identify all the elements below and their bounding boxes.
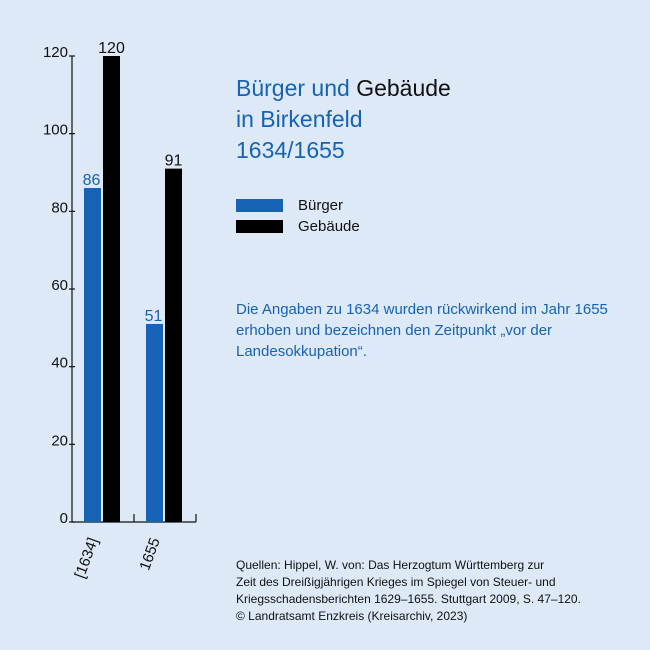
title-line-3: 1634/1655 bbox=[236, 137, 345, 163]
data-label: 91 bbox=[165, 153, 183, 170]
x-category-label: [1634] bbox=[72, 536, 102, 581]
legend-label-buerger: Bürger bbox=[298, 197, 344, 214]
legend: Bürger Gebäude bbox=[236, 195, 360, 237]
title-part-buerger: Bürger und bbox=[236, 75, 357, 101]
source-line: Zeit des Dreißigjährigen Krieges im Spie… bbox=[236, 575, 556, 589]
source-line: Quellen: Hippel, W. von: Das Herzogtum W… bbox=[236, 558, 545, 572]
legend-swatch-gebaeude bbox=[236, 220, 283, 233]
y-tick-label: 100 bbox=[43, 122, 68, 139]
y-tick-label: 20 bbox=[51, 432, 68, 449]
bar-buerger bbox=[84, 188, 101, 523]
legend-label-gebaeude: Gebäude bbox=[298, 218, 360, 235]
y-tick-label: 120 bbox=[43, 44, 68, 61]
sources: Quellen: Hippel, W. von: Das Herzogtum W… bbox=[236, 557, 636, 625]
bar-gebaeude bbox=[165, 168, 182, 522]
y-tick-label: 60 bbox=[51, 277, 68, 294]
bar-buerger bbox=[146, 323, 163, 522]
legend-swatch-buerger bbox=[236, 199, 283, 212]
data-label: 120 bbox=[98, 40, 125, 57]
y-tick-label: 80 bbox=[51, 199, 68, 216]
title-line-2: in Birkenfeld bbox=[236, 106, 363, 132]
legend-item-buerger: Bürger bbox=[236, 195, 360, 216]
note-text: Die Angaben zu 1634 wurden rückwirkend i… bbox=[236, 301, 608, 360]
source-line: Kriegsschadensberichten 1629–1655. Stutt… bbox=[236, 592, 581, 606]
bar-gebaeude bbox=[103, 56, 120, 522]
copyright-line: © Landratsamt Enzkreis (Kreisarchiv, 202… bbox=[236, 609, 468, 623]
data-label: 51 bbox=[145, 308, 163, 325]
y-tick-label: 0 bbox=[60, 510, 68, 527]
y-tick-label: 40 bbox=[51, 355, 68, 372]
legend-item-gebaeude: Gebäude bbox=[236, 216, 360, 237]
x-category-label: 1655 bbox=[136, 536, 163, 573]
chart-title: Bürger und Gebäude in Birkenfeld 1634/16… bbox=[236, 73, 451, 166]
data-label: 86 bbox=[83, 172, 101, 189]
title-part-gebaeude: Gebäude bbox=[356, 75, 451, 101]
